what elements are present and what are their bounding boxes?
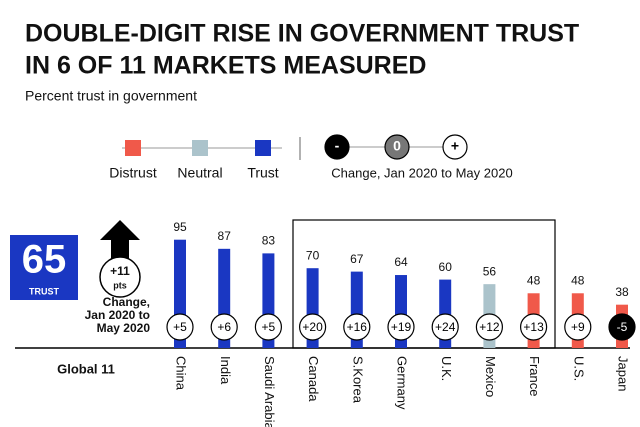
category-label: France	[527, 356, 542, 396]
change-circle	[608, 313, 636, 341]
change-label: +6	[217, 320, 231, 334]
chart-title: DOUBLE-DIGIT RISE IN GOVERNMENT TRUST	[25, 20, 579, 48]
change-label: -5	[617, 320, 628, 334]
category-label: S.Korea	[350, 356, 365, 404]
change-label: +20	[302, 320, 323, 334]
change-circle	[564, 313, 592, 341]
value-label: 95	[173, 220, 187, 234]
legend-change-label: 0	[393, 138, 401, 154]
change-label: +19	[391, 320, 412, 334]
change-circle	[210, 313, 238, 341]
category-label: Mexico	[483, 356, 498, 397]
legend-change-circle	[384, 134, 410, 160]
change-label: +24	[435, 320, 456, 334]
value-label: 38	[615, 285, 629, 299]
legend-change-circle	[324, 134, 350, 160]
value-label: 60	[439, 260, 453, 274]
global-name: Global 11	[57, 361, 115, 376]
chart-title: IN 6 OF 11 MARKETS MEASURED	[25, 52, 426, 80]
category-label: U.S.	[571, 356, 586, 381]
global-box	[10, 235, 78, 300]
legend-swatch	[192, 140, 208, 156]
value-label: 67	[350, 252, 364, 266]
change-circle	[166, 313, 194, 341]
change-circle	[299, 313, 327, 341]
category-label: Canada	[306, 356, 321, 402]
change-circle	[475, 313, 503, 341]
rise-arrow	[100, 220, 140, 262]
legend-label: Neutral	[177, 165, 222, 181]
value-label: 64	[394, 255, 408, 269]
change-label: +16	[347, 320, 368, 334]
value-label: 70	[306, 248, 320, 262]
value-label: 48	[527, 273, 541, 287]
global-change-caption: Change,	[103, 295, 150, 309]
chart-subtitle: Percent trust in government	[25, 88, 197, 104]
global-change-caption: Jan 2020 to	[85, 308, 150, 322]
change-circle	[343, 313, 371, 341]
value-label: 83	[262, 234, 276, 248]
change-label: +5	[262, 320, 276, 334]
value-label: 48	[571, 273, 585, 287]
change-label: +12	[479, 320, 500, 334]
legend-label: Trust	[247, 165, 278, 181]
legend-change-label: -	[335, 138, 340, 154]
category-label: U.K.	[439, 356, 454, 381]
legend-change-caption: Change, Jan 2020 to May 2020	[331, 165, 512, 180]
change-label: +9	[571, 320, 585, 334]
global-change-circle	[99, 256, 141, 298]
change-label: +5	[173, 320, 187, 334]
global-change-unit: pts	[113, 280, 127, 290]
highlight-box	[292, 219, 556, 349]
legend-swatch	[125, 140, 141, 156]
global-label: TRUST	[29, 286, 59, 296]
value-label: 56	[483, 264, 497, 278]
legend-change-circle	[442, 134, 468, 160]
legend-change-label: +	[451, 138, 459, 154]
category-label: Germany	[395, 356, 410, 410]
category-label: China	[174, 356, 189, 391]
change-circle	[254, 313, 282, 341]
change-label: +13	[523, 320, 544, 334]
category-label: Japan	[616, 356, 631, 391]
change-circle	[387, 313, 415, 341]
global-change-caption: May 2020	[97, 321, 151, 335]
change-circle	[519, 313, 548, 341]
global-change: +11	[110, 264, 130, 278]
global-value: 65	[22, 238, 67, 282]
change-circle	[431, 313, 459, 341]
category-label: Saudi Arabia	[262, 356, 277, 427]
category-label: India	[218, 356, 233, 385]
value-label: 87	[218, 229, 232, 243]
legend-swatch	[255, 140, 271, 156]
legend-label: Distrust	[109, 165, 157, 181]
